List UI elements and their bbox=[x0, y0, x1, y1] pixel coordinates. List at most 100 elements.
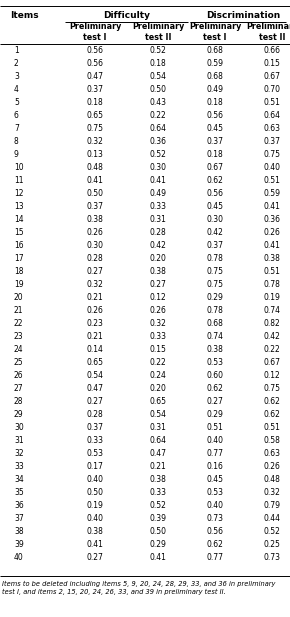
Text: 0.37: 0.37 bbox=[86, 85, 104, 94]
Text: 0.62: 0.62 bbox=[264, 410, 280, 419]
Text: 0.51: 0.51 bbox=[264, 98, 280, 107]
Text: 0.51: 0.51 bbox=[264, 423, 280, 432]
Text: 0.30: 0.30 bbox=[150, 163, 166, 172]
Text: 0.18: 0.18 bbox=[206, 98, 223, 107]
Text: 0.41: 0.41 bbox=[150, 176, 166, 185]
Text: 0.62: 0.62 bbox=[264, 397, 280, 406]
Text: 0.25: 0.25 bbox=[264, 540, 280, 549]
Text: 0.33: 0.33 bbox=[150, 202, 166, 211]
Text: 0.70: 0.70 bbox=[264, 85, 280, 94]
Text: 25: 25 bbox=[14, 358, 23, 367]
Text: 0.16: 0.16 bbox=[206, 462, 223, 471]
Text: 0.67: 0.67 bbox=[206, 163, 224, 172]
Text: 0.42: 0.42 bbox=[206, 228, 223, 237]
Text: 0.40: 0.40 bbox=[264, 163, 280, 172]
Text: 15: 15 bbox=[14, 228, 23, 237]
Text: 5: 5 bbox=[14, 98, 19, 107]
Text: 21: 21 bbox=[14, 306, 23, 315]
Text: 0.47: 0.47 bbox=[150, 449, 166, 458]
Text: 0.42: 0.42 bbox=[150, 241, 166, 250]
Text: 0.40: 0.40 bbox=[206, 501, 224, 510]
Text: 0.27: 0.27 bbox=[86, 553, 104, 562]
Text: 0.45: 0.45 bbox=[206, 202, 224, 211]
Text: Preliminary
test I: Preliminary test I bbox=[189, 22, 241, 42]
Text: 20: 20 bbox=[14, 293, 23, 302]
Text: 2: 2 bbox=[14, 59, 19, 68]
Text: 0.33: 0.33 bbox=[150, 332, 166, 341]
Text: 0.79: 0.79 bbox=[264, 501, 280, 510]
Text: 0.33: 0.33 bbox=[150, 488, 166, 497]
Text: 0.45: 0.45 bbox=[206, 475, 224, 484]
Text: 0.77: 0.77 bbox=[206, 553, 224, 562]
Text: 0.52: 0.52 bbox=[150, 46, 166, 55]
Text: Difficulty: Difficulty bbox=[103, 10, 150, 20]
Text: 0.38: 0.38 bbox=[86, 215, 104, 224]
Text: 0.56: 0.56 bbox=[206, 527, 224, 536]
Text: 0.36: 0.36 bbox=[150, 137, 166, 146]
Text: 0.52: 0.52 bbox=[150, 150, 166, 159]
Text: 0.37: 0.37 bbox=[206, 137, 224, 146]
Text: 0.51: 0.51 bbox=[206, 423, 223, 432]
Text: 0.75: 0.75 bbox=[206, 267, 224, 276]
Text: 0.21: 0.21 bbox=[150, 462, 166, 471]
Text: 0.48: 0.48 bbox=[264, 475, 280, 484]
Text: 0.82: 0.82 bbox=[264, 319, 280, 328]
Text: 0.47: 0.47 bbox=[86, 72, 104, 81]
Text: 36: 36 bbox=[14, 501, 24, 510]
Text: 0.13: 0.13 bbox=[86, 150, 104, 159]
Text: 0.18: 0.18 bbox=[87, 98, 103, 107]
Text: Preliminary
test II: Preliminary test II bbox=[246, 22, 290, 42]
Text: 0.27: 0.27 bbox=[86, 397, 104, 406]
Text: 0.78: 0.78 bbox=[206, 306, 223, 315]
Text: 0.41: 0.41 bbox=[150, 553, 166, 562]
Text: 0.56: 0.56 bbox=[206, 189, 224, 198]
Text: Items to be deleted including items 5, 9, 20, 24, 28, 29, 33, and 36 in prelimin: Items to be deleted including items 5, 9… bbox=[2, 581, 275, 595]
Text: 0.54: 0.54 bbox=[150, 410, 166, 419]
Text: 0.38: 0.38 bbox=[86, 527, 104, 536]
Text: 10: 10 bbox=[14, 163, 23, 172]
Text: 0.22: 0.22 bbox=[264, 345, 280, 354]
Text: 39: 39 bbox=[14, 540, 24, 549]
Text: 0.41: 0.41 bbox=[86, 176, 104, 185]
Text: 0.19: 0.19 bbox=[264, 293, 280, 302]
Text: 0.18: 0.18 bbox=[206, 150, 223, 159]
Text: 0.26: 0.26 bbox=[86, 306, 104, 315]
Text: 11: 11 bbox=[14, 176, 23, 185]
Text: 0.78: 0.78 bbox=[206, 254, 223, 263]
Text: 0.23: 0.23 bbox=[86, 319, 104, 328]
Text: 29: 29 bbox=[14, 410, 23, 419]
Text: 0.28: 0.28 bbox=[150, 228, 166, 237]
Text: 0.64: 0.64 bbox=[150, 124, 166, 133]
Text: 0.21: 0.21 bbox=[87, 332, 103, 341]
Text: 0.27: 0.27 bbox=[150, 280, 166, 289]
Text: 0.53: 0.53 bbox=[86, 449, 104, 458]
Text: 0.45: 0.45 bbox=[206, 124, 224, 133]
Text: 7: 7 bbox=[14, 124, 19, 133]
Text: 0.48: 0.48 bbox=[86, 163, 104, 172]
Text: 0.32: 0.32 bbox=[86, 280, 104, 289]
Text: 0.12: 0.12 bbox=[264, 371, 280, 380]
Text: 0.39: 0.39 bbox=[150, 514, 166, 523]
Text: 0.75: 0.75 bbox=[264, 384, 280, 393]
Text: 0.43: 0.43 bbox=[150, 98, 166, 107]
Text: 0.74: 0.74 bbox=[206, 332, 224, 341]
Text: Preliminary
test I: Preliminary test I bbox=[69, 22, 121, 42]
Text: 0.74: 0.74 bbox=[264, 306, 280, 315]
Text: 0.12: 0.12 bbox=[150, 293, 166, 302]
Text: 0.62: 0.62 bbox=[206, 540, 223, 549]
Text: 0.75: 0.75 bbox=[86, 124, 104, 133]
Text: 0.65: 0.65 bbox=[150, 397, 166, 406]
Text: 0.67: 0.67 bbox=[264, 358, 280, 367]
Text: 9: 9 bbox=[14, 150, 19, 159]
Text: 0.52: 0.52 bbox=[264, 527, 280, 536]
Text: 0.32: 0.32 bbox=[264, 488, 280, 497]
Text: 17: 17 bbox=[14, 254, 23, 263]
Text: Preliminary
test II: Preliminary test II bbox=[132, 22, 184, 42]
Text: 19: 19 bbox=[14, 280, 23, 289]
Text: 0.68: 0.68 bbox=[206, 319, 223, 328]
Text: 0.33: 0.33 bbox=[86, 436, 104, 445]
Text: 28: 28 bbox=[14, 397, 23, 406]
Text: 0.67: 0.67 bbox=[264, 72, 280, 81]
Text: 0.26: 0.26 bbox=[150, 306, 166, 315]
Text: 0.38: 0.38 bbox=[264, 254, 280, 263]
